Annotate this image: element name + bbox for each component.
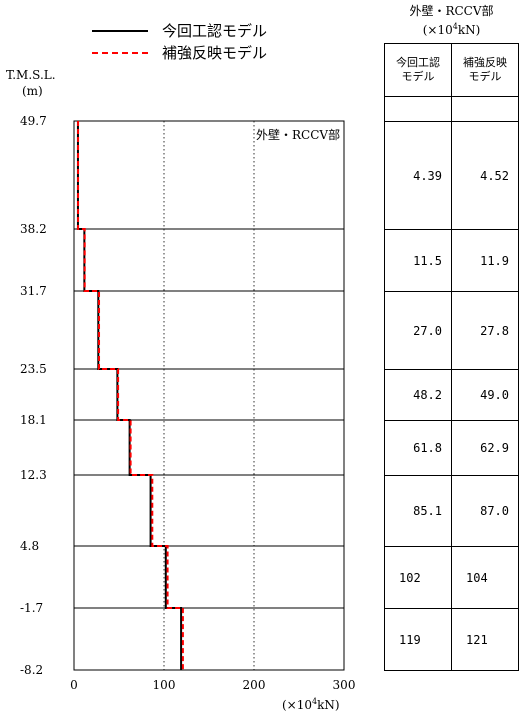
table-row: 11.5 11.9 xyxy=(384,229,519,292)
x-axis-unit: (×104kN) xyxy=(282,697,340,712)
section-label: 外壁・RCCV部 xyxy=(256,128,341,142)
y-tick-label: 12.3 xyxy=(20,468,47,482)
y-tick-label: 23.5 xyxy=(20,362,47,376)
legend-label-solid: 今回工認モデル xyxy=(162,22,268,40)
x-tick-label: 0 xyxy=(70,678,78,692)
step-chart: 49.7 38.2 31.7 23.5 18.1 12.3 4.8 -1.7 -8.2 0 100 2… xyxy=(20,114,356,692)
value-cell: 49.0 xyxy=(451,369,519,421)
value-cell: 87.0 xyxy=(451,475,519,547)
y-tick-label: 31.7 xyxy=(20,284,47,298)
plot-frame xyxy=(73,120,345,671)
value-cell: 27.0 xyxy=(384,291,452,370)
col2-header: 補強反映 モデル xyxy=(451,43,519,97)
legend-line-dashed xyxy=(92,52,148,54)
series-line-hokyo xyxy=(77,121,184,670)
y-tick-label: -8.2 xyxy=(20,663,43,677)
series-line-konkai xyxy=(76,121,183,670)
value-cell: 119 xyxy=(384,608,452,671)
col1-header-line2: モデル xyxy=(401,70,435,83)
y-axis-unit: (m) xyxy=(22,84,43,98)
value-cell: 85.1 xyxy=(384,475,452,547)
col1-header: 今回工認 モデル xyxy=(384,43,452,97)
x-tick-label: 200 xyxy=(243,678,266,692)
y-tick-label: 4.8 xyxy=(20,539,39,553)
x-tick-label: 100 xyxy=(153,678,176,692)
value-cell: 11.9 xyxy=(451,229,519,292)
col2-header-line1: 補強反映 xyxy=(463,56,507,69)
value-cell: 48.2 xyxy=(384,369,452,421)
table-row: 61.8 62.9 xyxy=(384,420,519,476)
table-unit-exp: 4 xyxy=(452,22,458,31)
table-spacer-row xyxy=(384,96,519,122)
table-row: 48.2 49.0 xyxy=(384,369,519,421)
value-cell: 11.5 xyxy=(384,229,452,292)
table-unit-pre: (×10 xyxy=(422,23,453,37)
table-title: 外壁・RCCV部 (×104kN) xyxy=(384,4,519,38)
x-axis-unit-pre: (×10 xyxy=(282,698,313,712)
col1-header-line1: 今回工認 xyxy=(396,56,440,69)
x-tick-label: 300 xyxy=(333,678,356,692)
table-row: 119 121 xyxy=(384,608,519,671)
col2-header-line2: モデル xyxy=(468,70,502,83)
value-cell: 102 xyxy=(384,546,452,609)
value-cell: 121 xyxy=(451,608,519,671)
value-cell: 4.39 xyxy=(384,121,452,230)
table-row: 85.1 87.0 xyxy=(384,475,519,547)
y-axis-label: T.M.S.L. xyxy=(6,68,56,82)
x-axis-unit-post: kN) xyxy=(317,698,340,712)
value-cell: 62.9 xyxy=(451,420,519,476)
spacer-cell xyxy=(451,96,519,122)
table-header-row: 今回工認 モデル 補強反映 モデル xyxy=(384,43,519,97)
table-row: 27.0 27.8 xyxy=(384,291,519,370)
legend-label-dashed: 補強反映モデル xyxy=(162,44,268,62)
y-tick-label: 49.7 xyxy=(20,114,47,128)
value-cell: 61.8 xyxy=(384,420,452,476)
x-axis-unit-exp: 4 xyxy=(312,697,318,706)
value-table: 今回工認 モデル 補強反映 モデル 4.39 4.52 11.5 11.9 27.0… xyxy=(384,43,519,671)
legend-line-solid xyxy=(92,30,148,32)
table-title-text: 外壁・RCCV部 xyxy=(409,4,494,18)
table-unit: (×104kN) xyxy=(384,19,519,38)
table-row: 4.39 4.52 xyxy=(384,121,519,230)
value-cell: 27.8 xyxy=(451,291,519,370)
value-cell: 104 xyxy=(451,546,519,609)
spacer-cell xyxy=(384,96,452,122)
y-tick-label: 38.2 xyxy=(20,222,47,236)
y-tick-label: -1.7 xyxy=(20,601,43,615)
table-row: 102 104 xyxy=(384,546,519,609)
y-tick-label: 18.1 xyxy=(20,413,47,427)
table-unit-post: kN) xyxy=(457,23,481,37)
value-cell: 4.52 xyxy=(451,121,519,230)
